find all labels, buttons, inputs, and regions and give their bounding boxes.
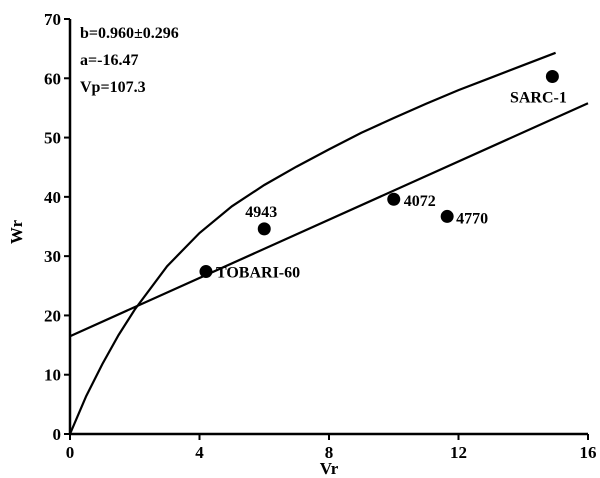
axes: 0 10 20 30 40 50 60 70 0 4 8 12 16 [44,10,597,462]
annotations: b=0.960±0.296 a=-16.47 Vp=107.3 [80,25,179,96]
data-point [545,70,559,84]
data-point [440,209,454,223]
x-tick-label: 12 [450,443,467,462]
y-tick-label: 0 [53,425,62,444]
x-tick-label: 16 [580,443,597,462]
x-axis-title: Vr [320,459,339,478]
y-tick-label: 60 [44,69,61,88]
y-tick-label: 30 [44,247,61,266]
point-label: 4770 [456,210,488,227]
point-label: 4943 [245,204,277,221]
annotation-text: a=-16.47 [80,52,138,69]
fit-line [69,102,589,338]
point-label: TOBARI-60 [216,265,300,282]
series-lines [68,51,589,435]
fit-curve [68,51,556,435]
y-tick-label: 70 [44,10,61,29]
x-tick-label: 0 [66,443,75,462]
annotation-text: Vp=107.3 [80,79,146,96]
y-tick-label: 40 [44,188,61,207]
y-tick-label: 50 [44,129,61,148]
y-tick-label: 10 [44,366,61,385]
y-axis-title: Wr [7,219,26,244]
data-point [199,265,213,279]
data-points: TOBARI-60 4943 4072 4770 SARC-1 [199,70,567,282]
data-point [387,192,401,206]
annotation-text: b=0.960±0.296 [80,25,179,42]
y-tick-label: 20 [44,306,61,325]
x-tick-label: 8 [325,443,334,462]
data-point [257,222,271,236]
x-tick-label: 4 [195,443,204,462]
point-label: SARC-1 [510,90,567,107]
point-label: 4072 [404,193,436,210]
